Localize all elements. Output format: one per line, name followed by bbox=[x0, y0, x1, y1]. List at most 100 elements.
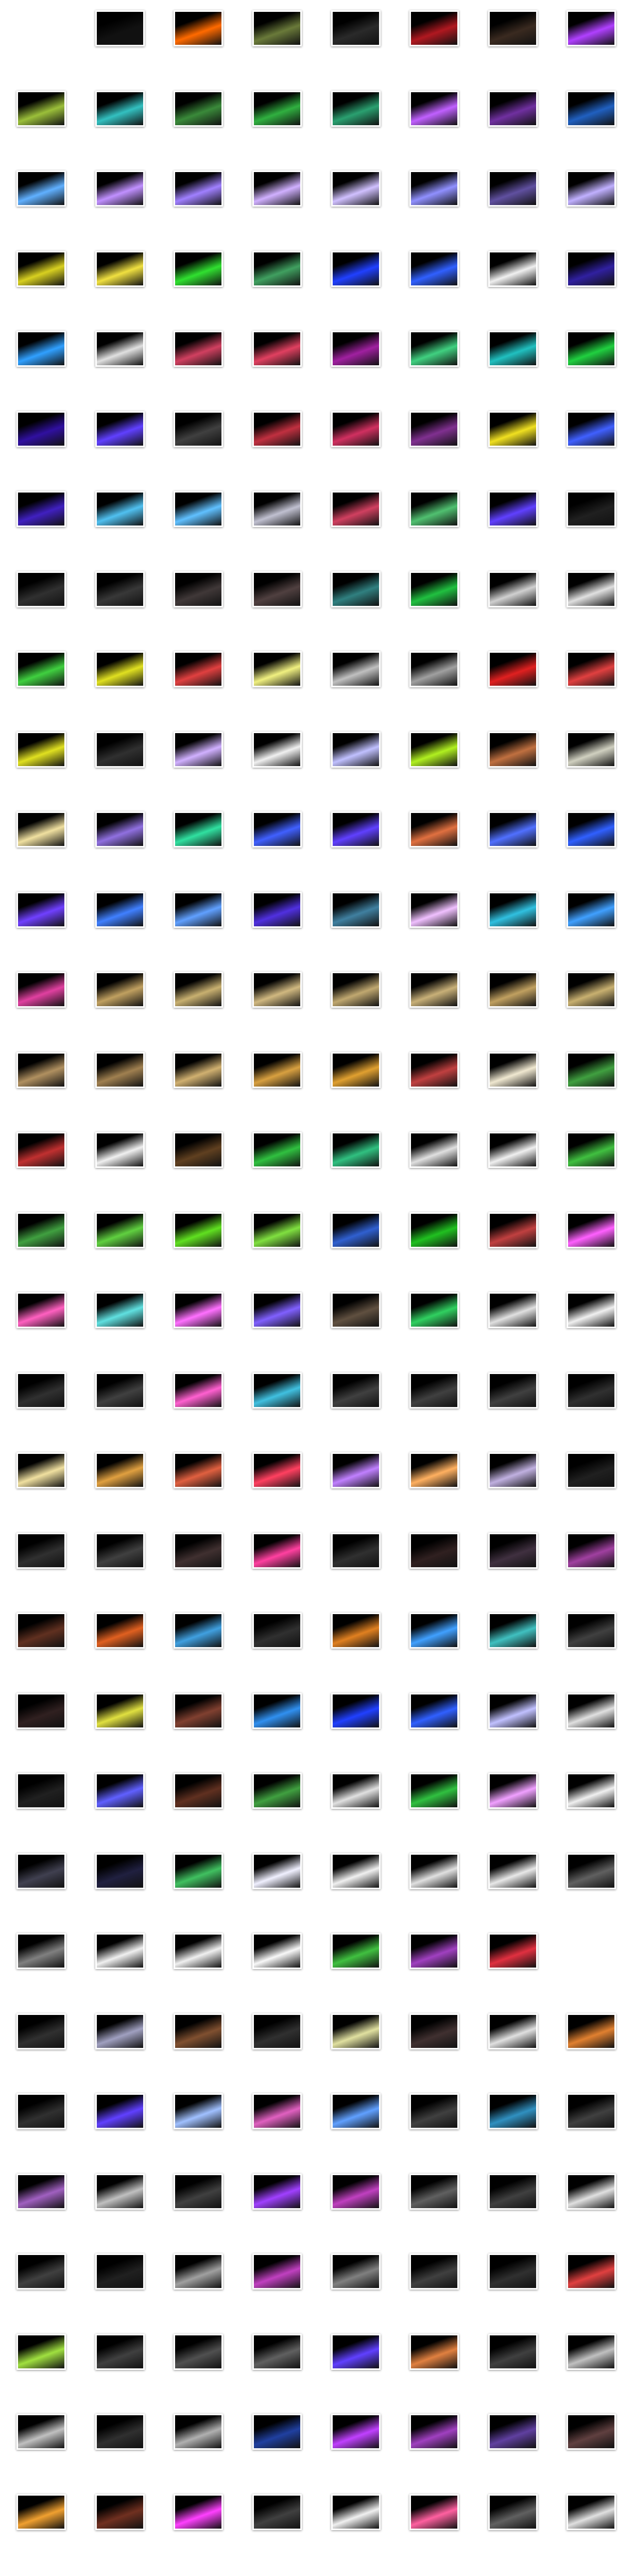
thumbnail-r14-c5[interactable] bbox=[331, 1052, 381, 1088]
thumbnail-r13-c5[interactable] bbox=[331, 972, 381, 1008]
thumbnail-r17-c8[interactable] bbox=[567, 1292, 616, 1328]
thumbnail-r5-c2[interactable] bbox=[95, 331, 145, 367]
thumbnail-r15-c2[interactable] bbox=[95, 1132, 145, 1168]
thumbnail-r6-c7[interactable] bbox=[488, 411, 538, 447]
thumbnail-r15-c3[interactable] bbox=[174, 1132, 223, 1168]
thumbnail-r25-c6[interactable] bbox=[409, 1933, 459, 1969]
thumbnail-r18-c6[interactable] bbox=[409, 1372, 459, 1409]
thumbnail-r25-c5[interactable] bbox=[331, 1933, 381, 1969]
thumbnail-r32-c8[interactable] bbox=[567, 2494, 616, 2530]
thumbnail-r9-c4[interactable] bbox=[252, 651, 302, 687]
thumbnail-r13-c7[interactable] bbox=[488, 972, 538, 1008]
thumbnail-r25-c4[interactable] bbox=[252, 1933, 302, 1969]
thumbnail-r19-c3[interactable] bbox=[174, 1452, 223, 1488]
thumbnail-r21-c3[interactable] bbox=[174, 1613, 223, 1649]
thumbnail-r11-c6[interactable] bbox=[409, 811, 459, 848]
thumbnail-r7-c7[interactable] bbox=[488, 491, 538, 527]
thumbnail-r22-c6[interactable] bbox=[409, 1693, 459, 1729]
thumbnail-r32-c6[interactable] bbox=[409, 2494, 459, 2530]
thumbnail-r6-c5[interactable] bbox=[331, 411, 381, 447]
thumbnail-r24-c1[interactable] bbox=[16, 1853, 66, 1889]
thumbnail-r20-c5[interactable] bbox=[331, 1533, 381, 1569]
thumbnail-r21-c2[interactable] bbox=[95, 1613, 145, 1649]
thumbnail-r13-c3[interactable] bbox=[174, 972, 223, 1008]
thumbnail-r11-c5[interactable] bbox=[331, 811, 381, 848]
thumbnail-r24-c5[interactable] bbox=[331, 1853, 381, 1889]
thumbnail-r15-c1[interactable] bbox=[16, 1132, 66, 1168]
thumbnail-r5-c3[interactable] bbox=[174, 331, 223, 367]
thumbnail-r18-c5[interactable] bbox=[331, 1372, 381, 1409]
thumbnail-r4-c6[interactable] bbox=[409, 251, 459, 287]
thumbnail-r23-c3[interactable] bbox=[174, 1773, 223, 1809]
thumbnail-r31-c3[interactable] bbox=[174, 2414, 223, 2450]
thumbnail-r18-c8[interactable] bbox=[567, 1372, 616, 1409]
thumbnail-r8-c3[interactable] bbox=[174, 571, 223, 607]
thumbnail-r12-c2[interactable] bbox=[95, 892, 145, 928]
thumbnail-r3-c5[interactable] bbox=[331, 171, 381, 207]
thumbnail-r20-c7[interactable] bbox=[488, 1533, 538, 1569]
thumbnail-r32-c7[interactable] bbox=[488, 2494, 538, 2530]
thumbnail-r3-c1[interactable] bbox=[16, 171, 66, 207]
thumbnail-r6-c8[interactable] bbox=[567, 411, 616, 447]
thumbnail-r7-c6[interactable] bbox=[409, 491, 459, 527]
thumbnail-r23-c8[interactable] bbox=[567, 1773, 616, 1809]
thumbnail-r13-c4[interactable] bbox=[252, 972, 302, 1008]
thumbnail-r15-c5[interactable] bbox=[331, 1132, 381, 1168]
thumbnail-r24-c2[interactable] bbox=[95, 1853, 145, 1889]
thumbnail-r19-c6[interactable] bbox=[409, 1452, 459, 1488]
thumbnail-r18-c7[interactable] bbox=[488, 1372, 538, 1409]
thumbnail-r32-c2[interactable] bbox=[95, 2494, 145, 2530]
thumbnail-r28-c4[interactable] bbox=[252, 2174, 302, 2210]
thumbnail-r8-c6[interactable] bbox=[409, 571, 459, 607]
thumbnail-r12-c3[interactable] bbox=[174, 892, 223, 928]
thumbnail-r19-c1[interactable] bbox=[16, 1452, 66, 1488]
thumbnail-r28-c1[interactable] bbox=[16, 2174, 66, 2210]
thumbnail-r13-c1[interactable] bbox=[16, 972, 66, 1008]
thumbnail-r27-c3[interactable] bbox=[174, 2093, 223, 2129]
thumbnail-r2-c1[interactable] bbox=[16, 91, 66, 127]
thumbnail-r6-c2[interactable] bbox=[95, 411, 145, 447]
thumbnail-r4-c4[interactable] bbox=[252, 251, 302, 287]
thumbnail-r5-c5[interactable] bbox=[331, 331, 381, 367]
thumbnail-r27-c1[interactable] bbox=[16, 2093, 66, 2129]
thumbnail-r17-c6[interactable] bbox=[409, 1292, 459, 1328]
thumbnail-r28-c3[interactable] bbox=[174, 2174, 223, 2210]
thumbnail-r27-c5[interactable] bbox=[331, 2093, 381, 2129]
thumbnail-r2-c3[interactable] bbox=[174, 91, 223, 127]
thumbnail-r17-c7[interactable] bbox=[488, 1292, 538, 1328]
thumbnail-r26-c8[interactable] bbox=[567, 2013, 616, 2049]
thumbnail-r3-c3[interactable] bbox=[174, 171, 223, 207]
thumbnail-r14-c3[interactable] bbox=[174, 1052, 223, 1088]
thumbnail-r16-c6[interactable] bbox=[409, 1212, 459, 1248]
thumbnail-r12-c6[interactable] bbox=[409, 892, 459, 928]
thumbnail-r10-c3[interactable] bbox=[174, 732, 223, 768]
thumbnail-r17-c4[interactable] bbox=[252, 1292, 302, 1328]
thumbnail-r11-c2[interactable] bbox=[95, 811, 145, 848]
thumbnail-r6-c4[interactable] bbox=[252, 411, 302, 447]
thumbnail-r26-c6[interactable] bbox=[409, 2013, 459, 2049]
thumbnail-r16-c8[interactable] bbox=[567, 1212, 616, 1248]
thumbnail-r27-c6[interactable] bbox=[409, 2093, 459, 2129]
thumbnail-r23-c4[interactable] bbox=[252, 1773, 302, 1809]
thumbnail-r4-c7[interactable] bbox=[488, 251, 538, 287]
thumbnail-r12-c5[interactable] bbox=[331, 892, 381, 928]
thumbnail-r19-c5[interactable] bbox=[331, 1452, 381, 1488]
thumbnail-r23-c2[interactable] bbox=[95, 1773, 145, 1809]
thumbnail-r7-c5[interactable] bbox=[331, 491, 381, 527]
thumbnail-r28-c6[interactable] bbox=[409, 2174, 459, 2210]
thumbnail-r28-c2[interactable] bbox=[95, 2174, 145, 2210]
thumbnail-r7-c2[interactable] bbox=[95, 491, 145, 527]
thumbnail-r16-c5[interactable] bbox=[331, 1212, 381, 1248]
thumbnail-r2-c6[interactable] bbox=[409, 91, 459, 127]
thumbnail-r29-c3[interactable] bbox=[174, 2253, 223, 2290]
thumbnail-r15-c6[interactable] bbox=[409, 1132, 459, 1168]
thumbnail-r5-c7[interactable] bbox=[488, 331, 538, 367]
thumbnail-r9-c1[interactable] bbox=[16, 651, 66, 687]
thumbnail-r20-c2[interactable] bbox=[95, 1533, 145, 1569]
thumbnail-r9-c6[interactable] bbox=[409, 651, 459, 687]
thumbnail-r14-c4[interactable] bbox=[252, 1052, 302, 1088]
thumbnail-r21-c4[interactable] bbox=[252, 1613, 302, 1649]
thumbnail-r32-c1[interactable] bbox=[16, 2494, 66, 2530]
thumbnail-r19-c2[interactable] bbox=[95, 1452, 145, 1488]
thumbnail-r1-c6[interactable] bbox=[409, 10, 459, 46]
